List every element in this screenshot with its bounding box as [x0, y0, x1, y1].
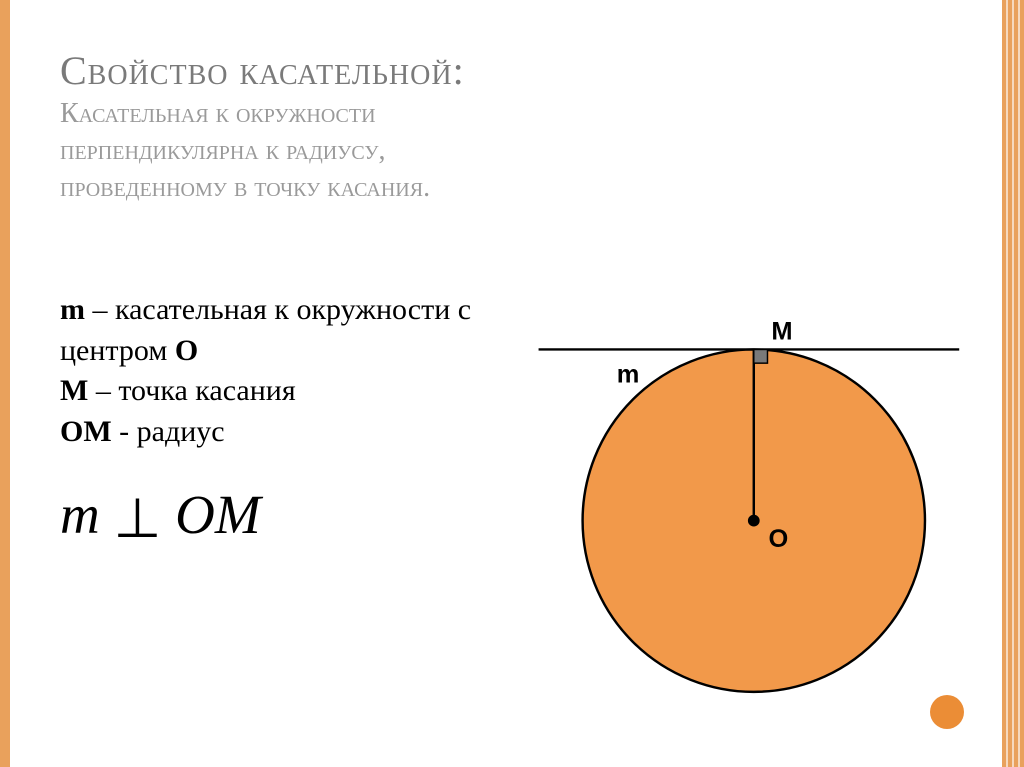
label-m: m — [617, 361, 640, 389]
term-OM: OM — [60, 415, 112, 448]
slide-subtitle-line1: Касательная к окружности — [60, 96, 974, 131]
def-m-text: – касательная к окружности с центром — [60, 293, 471, 367]
perpendicular-marker — [754, 349, 768, 363]
term-O-inline: O — [175, 334, 198, 367]
center-point — [748, 515, 760, 527]
right-accent-border — [1002, 0, 1024, 767]
slide-subtitle-line3: проведенному в точку касания. — [60, 170, 974, 205]
perpendicular-symbol: ⊥ — [113, 486, 161, 550]
term-M: M — [60, 374, 88, 407]
def-M-text: – точка касания — [88, 374, 295, 407]
slide-subtitle-line2: перпендикулярна к радиусу, — [60, 133, 974, 168]
def-OM-text: - радиус — [112, 415, 225, 448]
definitions-list: m – касательная к окружности с центром O… — [60, 290, 500, 452]
header-block: Свойство касательной: Касательная к окру… — [60, 48, 974, 205]
label-M: M — [771, 318, 792, 346]
corner-decorative-dot — [930, 695, 964, 729]
slide-title: Свойство касательной: — [60, 48, 974, 94]
formula-OM: OM — [175, 484, 261, 545]
definition-m: m – касательная к окружности с центром O — [60, 290, 500, 371]
definition-point-M: M – точка касания — [60, 371, 500, 412]
formula-m: m — [60, 484, 100, 545]
term-m: m — [60, 293, 85, 326]
left-accent-border — [0, 0, 10, 767]
definition-OM: OM - радиус — [60, 412, 500, 453]
label-O: O — [768, 525, 788, 553]
tangent-circle-diagram: M m O — [519, 280, 969, 730]
